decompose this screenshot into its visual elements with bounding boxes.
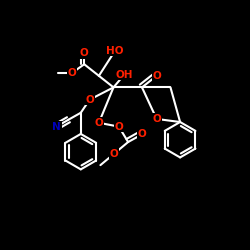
- Text: O: O: [152, 71, 161, 81]
- Text: O: O: [68, 68, 77, 78]
- Text: O: O: [138, 129, 146, 139]
- Text: O: O: [110, 148, 119, 158]
- Text: HO: HO: [106, 46, 124, 56]
- Text: O: O: [152, 114, 161, 124]
- Text: OH: OH: [116, 70, 133, 80]
- Text: O: O: [80, 48, 88, 58]
- Text: N: N: [52, 122, 61, 132]
- Text: O: O: [94, 118, 103, 128]
- Text: O: O: [114, 122, 123, 132]
- Text: O: O: [85, 95, 94, 105]
